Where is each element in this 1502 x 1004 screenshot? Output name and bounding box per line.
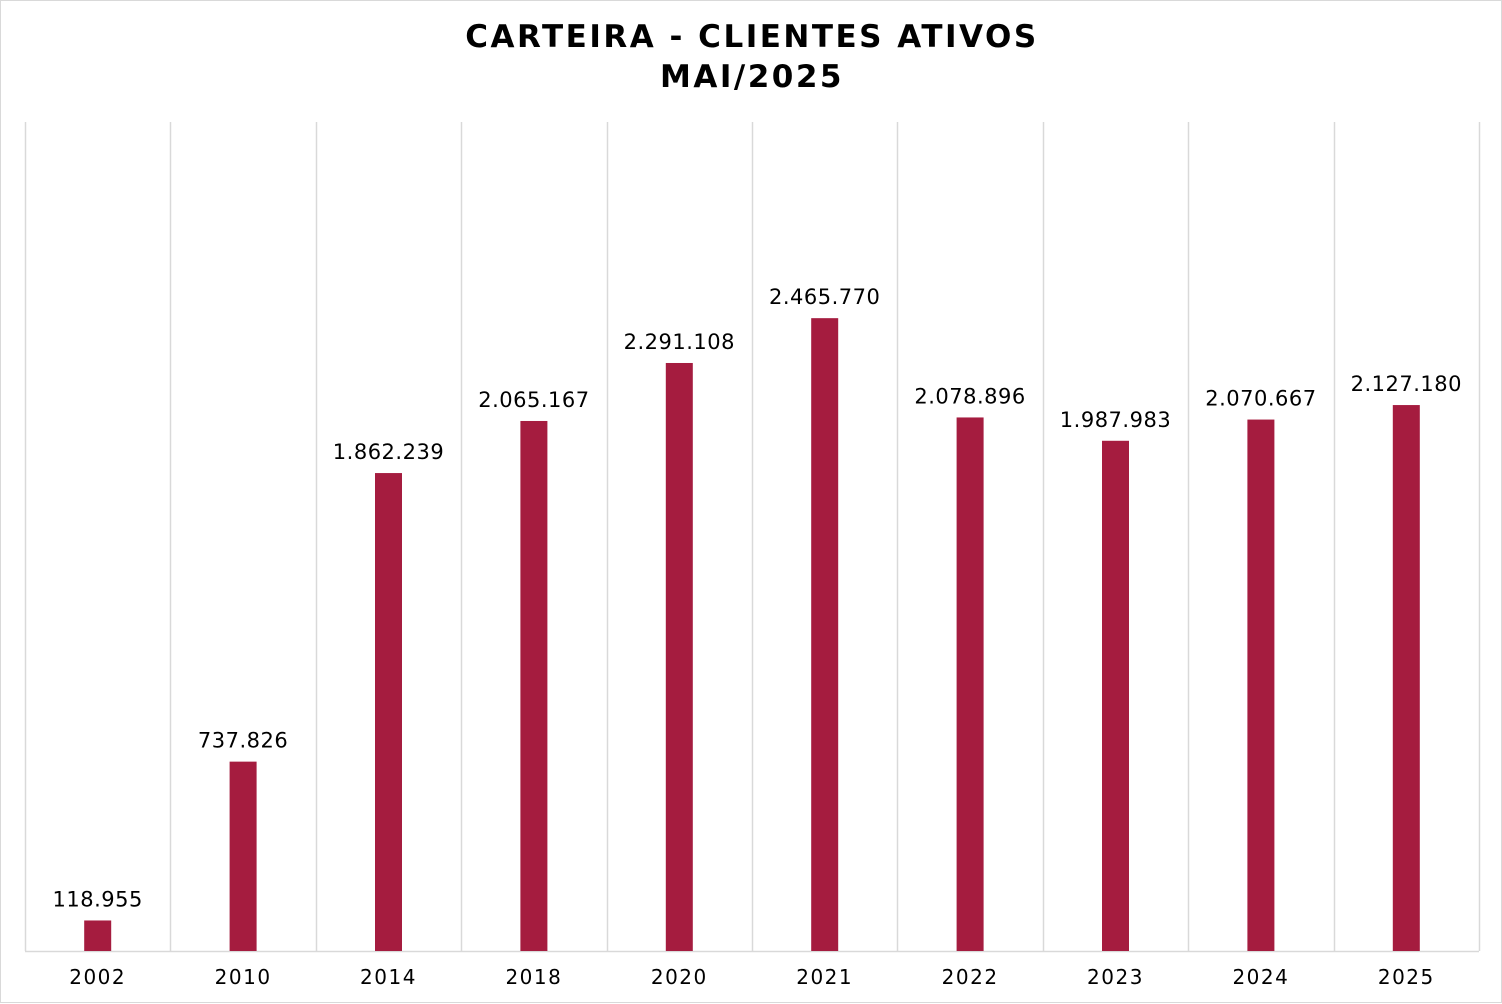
x-tick-label-2018: 2018 [505, 965, 562, 989]
data-label-2014: 1.862.239 [333, 440, 444, 464]
x-tick-label-2020: 2020 [651, 965, 708, 989]
bar-2025 [1392, 405, 1420, 951]
x-tick-label-2010: 2010 [215, 965, 272, 989]
data-label-2025: 2.127.180 [1351, 372, 1462, 396]
x-tick-label-2022: 2022 [942, 965, 999, 989]
x-tick-label-2014: 2014 [360, 965, 417, 989]
data-label-2022: 2.078.896 [914, 384, 1025, 408]
data-label-2020: 2.291.108 [624, 330, 735, 354]
bar-2002 [84, 920, 112, 951]
x-tick-label-2024: 2024 [1232, 965, 1289, 989]
data-label-2023: 1.987.983 [1060, 408, 1171, 432]
bar-2023 [1102, 440, 1129, 951]
data-label-2002: 118.955 [53, 887, 143, 911]
x-tick-label-2021: 2021 [796, 965, 853, 989]
bar-2010 [229, 761, 257, 951]
x-tick-label-2002: 2002 [69, 965, 126, 989]
data-label-2021: 2.465.770 [769, 285, 880, 309]
bar-2024 [1247, 419, 1275, 951]
bar-2018 [520, 420, 548, 952]
data-label-2024: 2.070.667 [1205, 387, 1316, 411]
x-tick-label-2023: 2023 [1087, 965, 1144, 989]
bar-2022 [956, 417, 984, 951]
data-label-2010: 737.826 [198, 729, 288, 753]
data-label-2018: 2.065.167 [478, 388, 589, 412]
bar-2021 [811, 318, 839, 951]
chart-subtitle: MAI/2025 [660, 59, 844, 95]
chart-title: CARTEIRA - CLIENTES ATIVOS [465, 19, 1039, 55]
bar-2020 [665, 362, 693, 951]
bar-2014 [375, 473, 402, 951]
x-tick-label-2025: 2025 [1378, 965, 1435, 989]
